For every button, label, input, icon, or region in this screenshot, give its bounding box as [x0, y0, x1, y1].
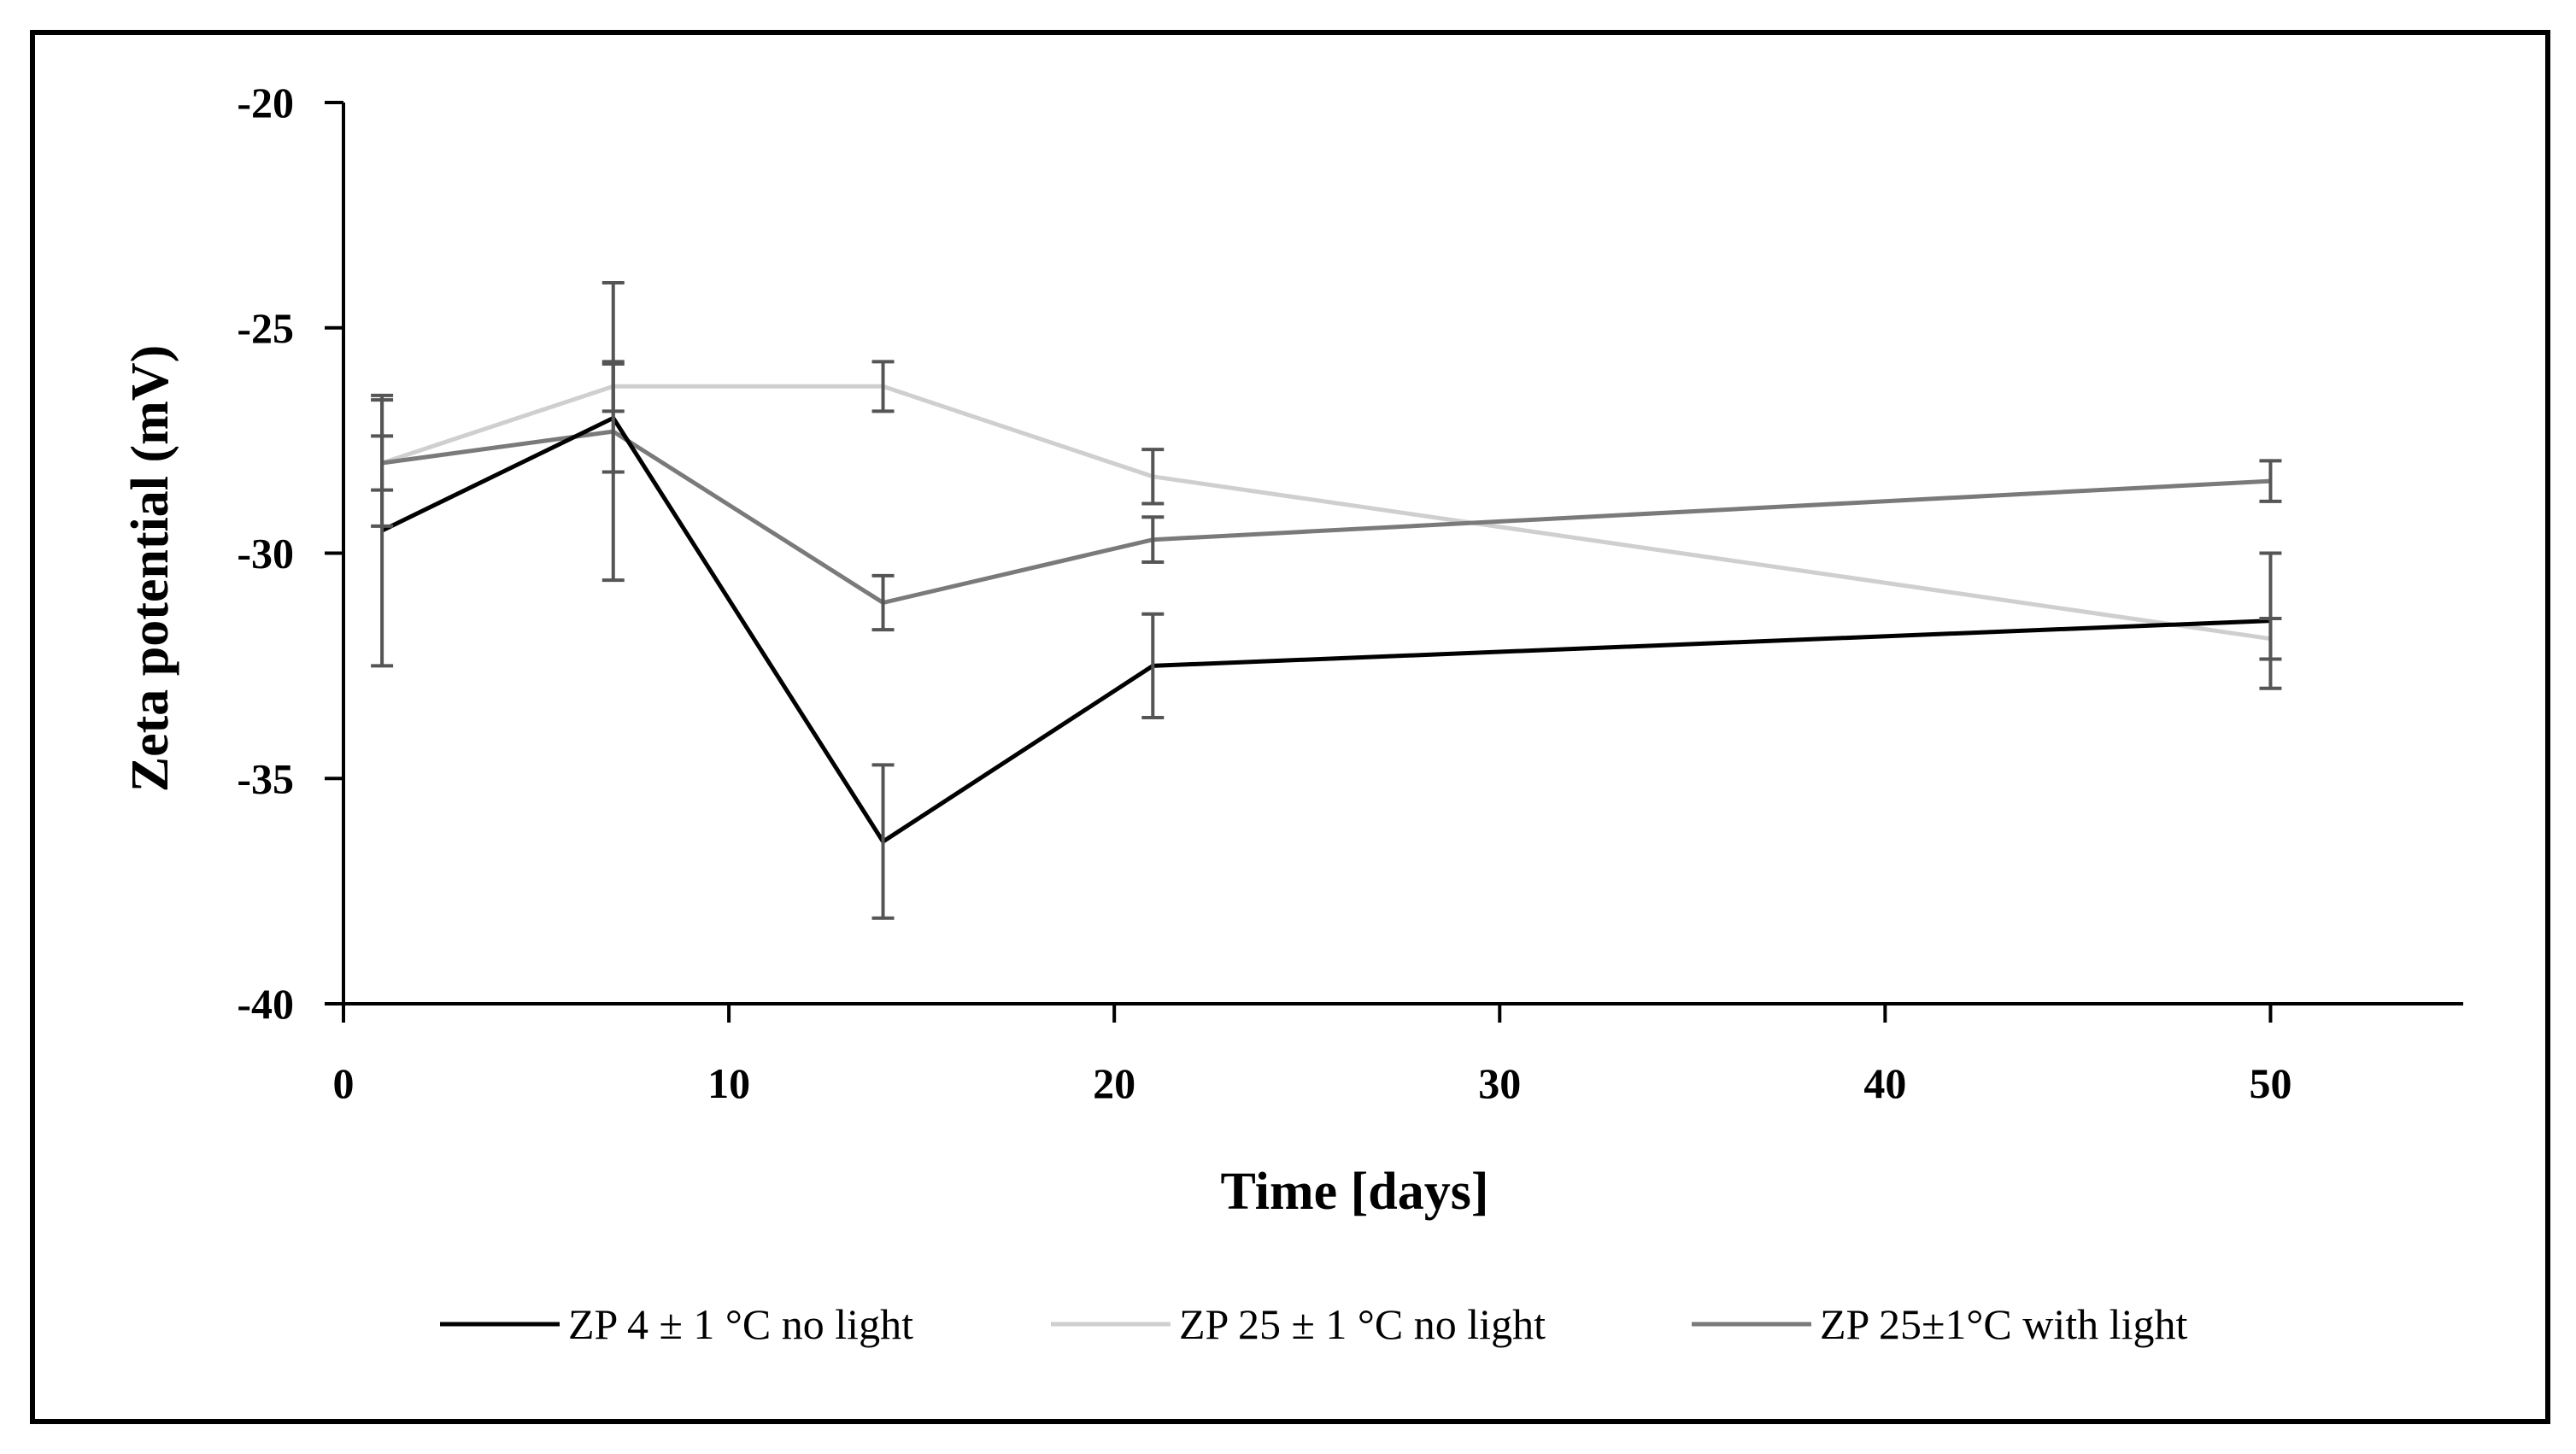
x-tick-label-3: 30 [1478, 1059, 1521, 1107]
y-tick-label-2: -30 [237, 530, 294, 577]
y-tick-label-0: -20 [237, 79, 294, 126]
x-tick-label-2: 20 [1093, 1059, 1135, 1107]
error-bar-s2-p3 [1141, 515, 1165, 565]
series-line-2 [381, 429, 2271, 606]
chart-frame [30, 30, 2550, 1424]
legend-label-2: ZP 25±1°C with light [1820, 1300, 2187, 1348]
error-bar-s1-p3 [1141, 448, 1165, 506]
y-axis-title: Zeta potential (mV) [121, 345, 179, 792]
legend-label-1: ZP 25 ± 1 °C no light [1179, 1300, 1546, 1348]
x-tick-label-4: 40 [1863, 1059, 1906, 1107]
x-ticks: 0 10 20 30 40 50 [333, 1004, 2291, 1107]
x-tick-label-0: 0 [333, 1059, 355, 1107]
x-tick-label-1: 10 [707, 1059, 750, 1107]
y-tick-label-4: -40 [237, 980, 294, 1028]
y-tick-label-1: -25 [237, 304, 294, 352]
series-line-0 [381, 415, 2271, 845]
legend-label-0: ZP 4 ± 1 °C no light [568, 1300, 913, 1348]
error-bar-s0-p2 [871, 763, 895, 920]
y-ticks: -20 -25 -30 -35 -40 [237, 79, 343, 1028]
error-bar-s1-p2 [871, 360, 895, 413]
error-bars [371, 281, 2282, 920]
y-tick-label-3: -35 [237, 754, 294, 802]
x-axis-title: Time [days] [1220, 1163, 1488, 1221]
error-bar-s2-p2 [871, 573, 895, 632]
series-lines [381, 384, 2271, 845]
error-bar-s2-p0 [371, 434, 394, 492]
x-tick-label-5: 50 [2249, 1059, 2291, 1107]
legend: ZP 4 ± 1 °C no light ZP 25 ± 1 °C no lig… [440, 1300, 2187, 1348]
series-line-1 [381, 384, 2271, 642]
error-bar-s2-p4 [2259, 459, 2282, 503]
error-bar-s2-p1 [601, 281, 625, 583]
error-bar-s1-p4 [2259, 616, 2282, 661]
axes [342, 103, 2463, 1006]
error-bar-s0-p3 [1141, 612, 1165, 720]
